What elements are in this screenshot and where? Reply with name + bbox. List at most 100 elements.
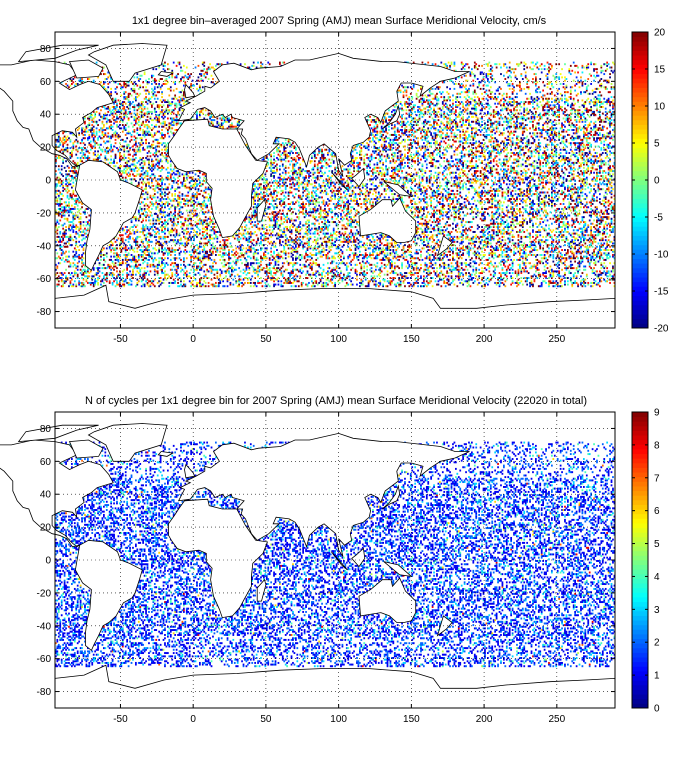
data-cell <box>210 226 213 228</box>
data-cell <box>498 229 501 232</box>
data-cell <box>338 250 341 253</box>
data-cell <box>568 224 571 227</box>
data-cell <box>369 239 371 242</box>
data-cell <box>335 252 338 255</box>
data-cell <box>313 235 316 238</box>
data-cell <box>472 270 475 273</box>
data-cell <box>105 280 108 283</box>
data-cell <box>590 267 593 270</box>
data-cell <box>443 281 446 284</box>
data-cell <box>216 268 219 271</box>
data-cell <box>248 281 251 284</box>
data-cell <box>389 267 392 270</box>
data-cell <box>577 221 579 224</box>
data-cell <box>372 245 374 248</box>
data-cell <box>78 260 81 263</box>
data-cell <box>65 235 67 238</box>
data-cell <box>577 249 579 252</box>
data-cell <box>89 281 92 284</box>
data-cell <box>460 224 463 227</box>
data-cell <box>532 275 534 278</box>
data-cell <box>411 255 414 258</box>
data-cell <box>577 272 579 275</box>
data-cell <box>295 240 297 243</box>
data-cell <box>68 272 70 275</box>
data-cell <box>172 219 175 222</box>
data-cell <box>420 222 422 225</box>
data-cell <box>466 247 469 250</box>
data-cell <box>601 245 604 248</box>
data-cell <box>119 242 121 245</box>
data-cell <box>264 272 267 275</box>
data-cell <box>423 240 425 243</box>
data-cell <box>87 222 89 225</box>
data-cell <box>431 258 434 261</box>
data-cell <box>516 247 518 250</box>
data-cell <box>380 270 383 273</box>
data-cell <box>329 242 332 245</box>
data-cell <box>492 232 495 235</box>
data-cell <box>332 267 335 270</box>
data-cell <box>289 219 291 222</box>
data-cell <box>535 258 537 261</box>
data-cell <box>580 247 582 250</box>
data-cell <box>292 226 294 228</box>
data-cell <box>271 255 274 258</box>
data-cell <box>161 221 163 224</box>
data-cell <box>135 262 137 265</box>
data-cell <box>444 275 447 278</box>
data-cell <box>609 255 611 258</box>
data-cell <box>591 242 594 245</box>
data-cell <box>479 230 482 233</box>
data-cell <box>519 247 521 250</box>
data-cell <box>332 285 335 288</box>
data-cell <box>359 273 361 276</box>
data-cell <box>417 275 419 278</box>
data-cell <box>552 273 555 276</box>
data-cell <box>452 222 454 225</box>
data-cell <box>593 258 595 261</box>
data-cell <box>196 257 198 260</box>
data-cell <box>72 250 75 253</box>
data-cell <box>558 267 561 270</box>
data-cell <box>184 283 187 286</box>
data-cell <box>523 221 526 224</box>
data-cell <box>299 222 302 225</box>
data-cell <box>369 268 371 271</box>
data-cell <box>399 281 402 284</box>
data-cell <box>277 219 280 222</box>
data-cell <box>143 249 146 252</box>
data-cell <box>65 277 67 279</box>
data-cell <box>265 247 268 250</box>
data-cell <box>228 237 230 240</box>
data-cell <box>568 245 571 248</box>
data-cell <box>497 232 499 235</box>
data-cell <box>580 227 582 230</box>
data-cell <box>590 234 593 237</box>
data-cell <box>229 281 232 284</box>
data-cell <box>107 263 110 266</box>
data-cell <box>172 224 175 227</box>
data-cell <box>257 270 259 273</box>
data-cell <box>302 247 305 250</box>
data-cell <box>601 257 604 260</box>
data-cell <box>223 258 226 261</box>
data-cell <box>169 268 172 271</box>
data-cell <box>91 277 94 279</box>
data-cell <box>142 240 145 243</box>
data-cell <box>153 265 156 268</box>
data-cell <box>165 273 168 276</box>
data-cell <box>453 278 456 281</box>
data-cell <box>140 280 143 283</box>
data-cell <box>505 255 508 258</box>
data-cell <box>175 263 178 266</box>
data-cell <box>511 268 514 271</box>
data-cell <box>392 250 395 253</box>
data-cell <box>603 249 606 252</box>
data-cell <box>142 219 145 222</box>
data-cell <box>594 280 597 283</box>
data-cell <box>367 255 370 258</box>
data-cell <box>475 234 478 237</box>
data-cell <box>585 227 588 230</box>
data-cell <box>553 221 556 224</box>
